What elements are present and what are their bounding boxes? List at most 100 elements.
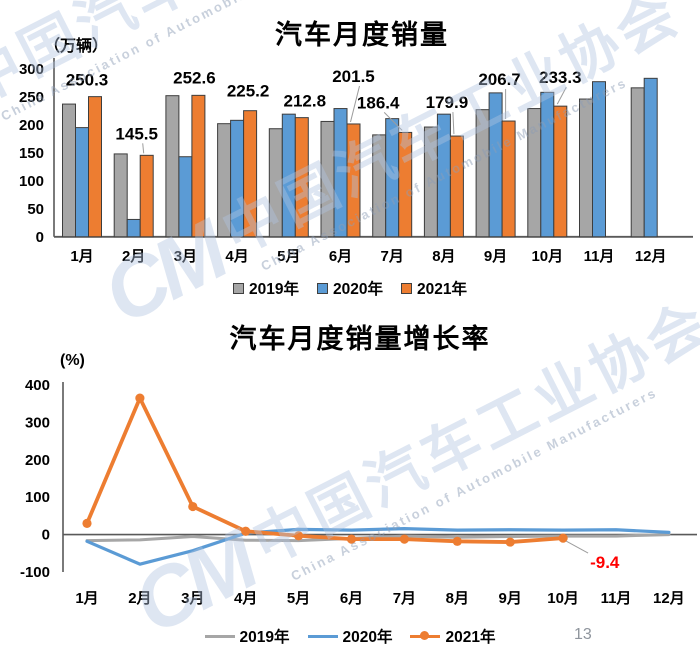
legend-line-2021 xyxy=(410,631,441,640)
marker-dot xyxy=(452,536,462,546)
data-label-7月: 186.4 xyxy=(357,93,400,112)
x-axis-labels: 1月 2月 3月 4月 5月 6月 7月 8月 9月 10月 11月 12月 xyxy=(75,590,684,607)
svg-text:300: 300 xyxy=(25,414,50,431)
bar-2020年-2月 xyxy=(126,218,141,238)
label-leader-line xyxy=(142,143,145,154)
marker-dot xyxy=(241,526,251,536)
svg-text:10月: 10月 xyxy=(547,590,579,607)
line-chart-title: 汽车月度销量增长率 xyxy=(229,324,491,354)
bar-chart-legend: 2019年 2020年 2021年 xyxy=(0,277,700,299)
bar-2020年-10月 xyxy=(540,91,555,238)
line-chart-unit-label: (%) xyxy=(60,352,85,369)
svg-text:9月: 9月 xyxy=(499,590,522,607)
bar-2021年-5月 xyxy=(294,117,309,238)
data-label-1月: 250.3 xyxy=(66,71,109,90)
bar-2020年-3月 xyxy=(178,156,193,238)
bar-2021年-3月 xyxy=(191,94,206,238)
bar-series-2021年 xyxy=(88,94,568,238)
data-label-8月: 179.9 xyxy=(426,93,469,112)
svg-text:11月: 11月 xyxy=(584,248,615,265)
bar-data-labels: 250.3 145.5 252.6 225.2 212.8 201.5 186.4 179.9… xyxy=(66,67,582,154)
bar-2021年-4月 xyxy=(243,110,258,238)
svg-text:250: 250 xyxy=(19,89,44,106)
svg-text:10月: 10月 xyxy=(531,248,563,265)
svg-text:100: 100 xyxy=(19,173,44,190)
y-axis-ticks: 0 50 100 150 200 250 300 xyxy=(19,61,44,246)
svg-text:0: 0 xyxy=(42,527,50,544)
bar-2019年-6月 xyxy=(320,120,335,238)
svg-text:6月: 6月 xyxy=(340,590,363,607)
x-axis-labels: 1月 2月 3月 4月 5月 6月 7月 8月 9月 10月 11月 12月 xyxy=(70,248,666,265)
legend-swatch-2020 xyxy=(317,282,328,294)
page-number: 13 xyxy=(574,626,592,643)
bar-2020年-6月 xyxy=(333,108,348,238)
bar-2019年-3月 xyxy=(165,95,180,238)
svg-text:100: 100 xyxy=(25,489,50,506)
bar-2021年-9月 xyxy=(501,120,516,238)
bar-chart-title: 汽车月度销量 xyxy=(275,20,449,50)
legend-line-2020 xyxy=(307,634,338,638)
bar-2021年-8月 xyxy=(449,135,464,238)
bar-2019年-2月 xyxy=(113,153,128,238)
svg-text:4月: 4月 xyxy=(234,590,257,607)
legend-item-2019: 2019年 xyxy=(204,625,290,647)
svg-text:300: 300 xyxy=(19,61,44,78)
bar-2019年-7月 xyxy=(372,134,387,238)
bar-series-2019年 xyxy=(62,87,645,238)
marker-dot xyxy=(82,518,92,528)
svg-text:11月: 11月 xyxy=(601,590,632,607)
svg-text:6月: 6月 xyxy=(329,248,352,265)
legend-label-2020: 2020年 xyxy=(333,281,383,298)
data-label-3月: 252.6 xyxy=(173,68,216,87)
legend-label-2020: 2020年 xyxy=(342,629,393,646)
bar-2019年-11月 xyxy=(579,98,593,238)
label-leader-line xyxy=(452,112,455,135)
bar-2019年-12月 xyxy=(630,87,645,238)
bar-2019年-9月 xyxy=(475,109,490,238)
legend-item-2021: 2021年 xyxy=(400,277,467,299)
marker-dot xyxy=(505,537,515,547)
bar-2020年-9月 xyxy=(488,92,503,238)
svg-text:12月: 12月 xyxy=(653,590,685,607)
bar-2020年-5月 xyxy=(281,113,296,238)
annotation-value: -9.4 xyxy=(590,553,620,572)
svg-text:8月: 8月 xyxy=(432,248,455,265)
bar-2019年-8月 xyxy=(423,126,438,238)
svg-text:150: 150 xyxy=(19,145,44,162)
legend-label-2021: 2021年 xyxy=(445,629,496,646)
svg-text:5月: 5月 xyxy=(287,590,310,607)
bar-2020年-11月 xyxy=(592,81,606,238)
svg-text:200: 200 xyxy=(19,117,44,134)
data-label-5月: 212.8 xyxy=(284,92,327,111)
svg-text:3月: 3月 xyxy=(174,248,197,265)
marker-dot xyxy=(294,531,304,541)
svg-text:5月: 5月 xyxy=(277,248,300,265)
bar-chart-unit-label: （万辆） xyxy=(44,38,109,55)
marker-dot xyxy=(558,533,568,543)
bar-2019年-10月 xyxy=(527,108,542,238)
line-chart-legend: 2019年 2020年 2021年 xyxy=(0,625,700,647)
label-leader-line xyxy=(350,85,360,123)
markers-2021年 xyxy=(82,393,568,547)
y-axis-ticks: -100 0 100 200 300 400 xyxy=(20,377,50,581)
data-label-4月: 225.2 xyxy=(227,82,270,101)
svg-text:4月: 4月 xyxy=(225,248,248,265)
line-series-2021年 xyxy=(85,396,565,544)
bar-2021年-6月 xyxy=(346,123,361,238)
monthly-sales-bar-chart: 0 50 100 150 200 250 300 250.3 145.5 252.6 225.2 21… xyxy=(19,58,693,265)
bar-2021年-1月 xyxy=(88,96,102,238)
svg-text:2月: 2月 xyxy=(122,248,145,265)
svg-text:-100: -100 xyxy=(20,564,50,581)
marker-dot xyxy=(346,534,357,544)
bar-2020年-12月 xyxy=(643,77,658,238)
bar-2019年-4月 xyxy=(217,123,232,238)
marker-dot xyxy=(135,393,145,403)
bar-2021年-2月 xyxy=(139,154,154,238)
svg-text:200: 200 xyxy=(25,452,50,469)
svg-text:2月: 2月 xyxy=(128,590,151,607)
legend-line-2019 xyxy=(204,634,235,638)
svg-text:1月: 1月 xyxy=(70,248,93,265)
data-label-10月: 233.3 xyxy=(539,68,582,87)
legend-label-2021: 2021年 xyxy=(416,281,467,298)
